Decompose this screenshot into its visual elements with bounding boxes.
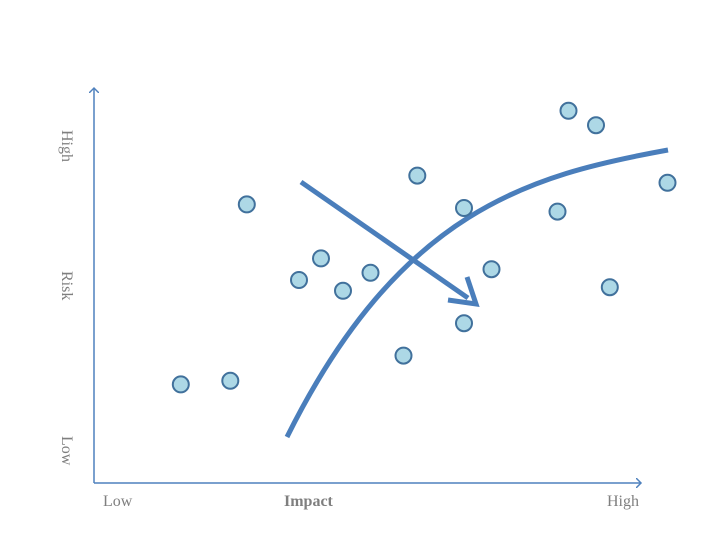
axes bbox=[94, 88, 641, 483]
y-axis-high-label: High bbox=[58, 130, 75, 162]
data-point-13 bbox=[548, 202, 567, 221]
direction-arrow bbox=[299, 179, 480, 308]
direction-arrow-shaft bbox=[299, 179, 470, 301]
data-point-12 bbox=[482, 260, 501, 279]
data-point-7 bbox=[361, 263, 380, 282]
direction-arrow-head bbox=[447, 276, 480, 308]
data-point-16 bbox=[600, 278, 619, 297]
data-point-3 bbox=[237, 195, 256, 214]
data-point-9 bbox=[408, 166, 427, 185]
y-axis-title: Risk bbox=[58, 271, 75, 301]
trend-curve bbox=[284, 147, 669, 439]
data-point-11 bbox=[455, 199, 473, 217]
data-point-10 bbox=[455, 314, 473, 333]
data-point-2 bbox=[221, 371, 240, 390]
y-axis-low-label: Low bbox=[58, 436, 75, 466]
data-point-8 bbox=[394, 346, 413, 365]
data-point-15 bbox=[587, 116, 605, 135]
data-point-4 bbox=[290, 271, 308, 289]
data-point-1 bbox=[171, 375, 190, 394]
x-axis-high-label: High bbox=[607, 493, 639, 510]
x-axis-low-label: Low bbox=[103, 493, 133, 510]
data-point-17 bbox=[658, 173, 677, 192]
data-points bbox=[171, 101, 677, 394]
data-point-5 bbox=[312, 249, 330, 268]
x-axis-title: Impact bbox=[284, 493, 333, 510]
data-point-14 bbox=[559, 101, 578, 120]
data-point-6 bbox=[334, 281, 352, 300]
